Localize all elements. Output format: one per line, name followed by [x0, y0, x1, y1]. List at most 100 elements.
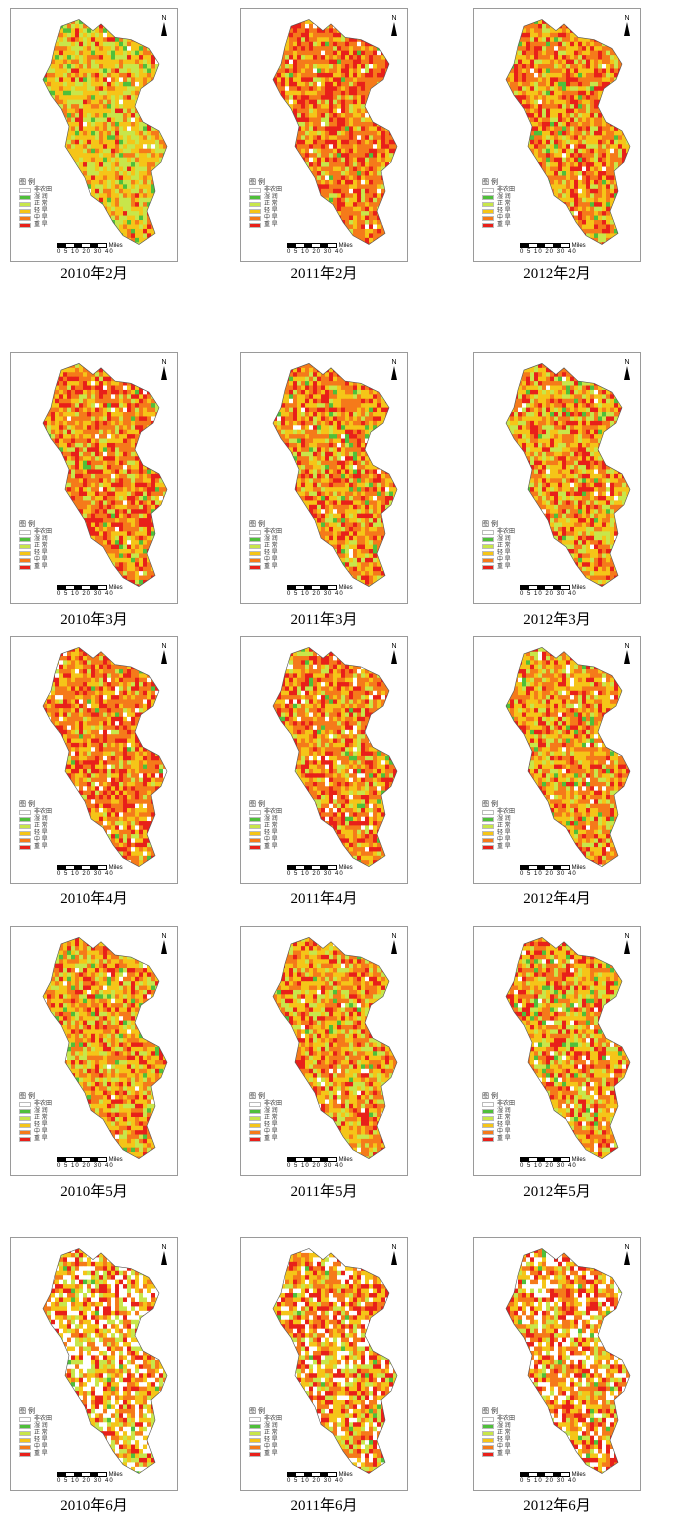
legend-label: 正 常	[34, 201, 48, 208]
legend-label: 轻 旱	[34, 1437, 48, 1444]
legend-label: 正 常	[264, 823, 278, 830]
legend-swatch	[482, 202, 494, 207]
legend-label: 湿 润	[34, 816, 48, 823]
legend-item: 轻 旱	[19, 550, 52, 557]
legend-item: 轻 旱	[249, 1437, 282, 1444]
legend-item: 湿 润	[249, 1423, 282, 1430]
map-frame: N 图 例非农田湿 润正 常轻 旱中 旱重 旱 Miles 0 5 10 20 30…	[10, 1237, 178, 1491]
drought-map	[272, 1248, 398, 1474]
scale-bar: Miles 0 5 10 20 30 40	[57, 585, 123, 597]
legend-label: 重 旱	[497, 1451, 511, 1458]
legend-swatch	[482, 1116, 494, 1121]
scale-ticks: 0 5 10 20 30 40	[520, 1163, 586, 1169]
map-frame: N 图 例非农田湿 润正 常轻 旱中 旱重 旱 Miles 0 5 10 20 30…	[473, 352, 641, 604]
map-caption: 2010年4月	[24, 887, 164, 908]
legend-item: 重 旱	[19, 222, 52, 229]
legend-swatch	[482, 223, 494, 228]
scale-unit: Miles	[570, 1472, 586, 1478]
legend-item: 轻 旱	[482, 1122, 515, 1129]
legend-swatch	[482, 544, 494, 549]
legend-item: 重 旱	[482, 222, 515, 229]
legend-title: 图 例	[482, 179, 515, 186]
map-legend: 图 例非农田湿 润正 常轻 旱中 旱重 旱	[482, 801, 515, 851]
legend-swatch	[482, 188, 494, 193]
legend-swatch	[249, 824, 261, 829]
map-frame: N 图 例非农田湿 润正 常轻 旱中 旱重 旱 Miles 0 5 10 20 30…	[473, 1237, 641, 1491]
legend-label: 非农田	[264, 529, 282, 536]
legend-label: 中 旱	[34, 1444, 48, 1451]
legend-item: 正 常	[249, 201, 282, 208]
legend-label: 重 旱	[34, 1451, 48, 1458]
legend-swatch	[19, 209, 31, 214]
scale-ticks: 0 5 10 20 30 40	[57, 871, 123, 877]
legend-label: 轻 旱	[264, 550, 278, 557]
legend-swatch	[249, 551, 261, 556]
drought-map	[42, 937, 168, 1159]
map-legend: 图 例非农田湿 润正 常轻 旱中 旱重 旱	[19, 521, 52, 571]
map-caption: 2012年2月	[487, 262, 627, 283]
north-arrow-icon: N	[620, 933, 634, 954]
legend-item: 轻 旱	[482, 208, 515, 215]
north-label: N	[161, 359, 166, 366]
legend-item: 正 常	[19, 543, 52, 550]
legend-label: 湿 润	[497, 194, 511, 201]
legend-swatch	[249, 202, 261, 207]
legend-label: 轻 旱	[264, 830, 278, 837]
scale-bar: Miles 0 5 10 20 30 40	[520, 585, 586, 597]
legend-label: 重 旱	[264, 564, 278, 571]
legend-item: 重 旱	[482, 1451, 515, 1458]
legend-swatch	[249, 838, 261, 843]
drought-map	[272, 363, 398, 587]
legend-swatch	[19, 1452, 31, 1457]
legend-label: 轻 旱	[497, 1437, 511, 1444]
legend-swatch	[482, 831, 494, 836]
legend-swatch	[19, 1445, 31, 1450]
legend-swatch	[482, 209, 494, 214]
legend-item: 非农田	[482, 809, 515, 816]
legend-item: 非农田	[249, 1101, 282, 1108]
legend-swatch	[482, 1130, 494, 1135]
map-caption: 2010年5月	[24, 1180, 164, 1201]
north-label: N	[161, 643, 166, 650]
drought-map	[42, 19, 168, 245]
legend-label: 湿 润	[264, 816, 278, 823]
map-legend: 图 例非农田湿 润正 常轻 旱中 旱重 旱	[482, 521, 515, 571]
scale-ticks: 0 5 10 20 30 40	[57, 1478, 123, 1484]
legend-swatch	[249, 537, 261, 542]
map-legend: 图 例非农田湿 润正 常轻 旱中 旱重 旱	[19, 1408, 52, 1458]
legend-item: 重 旱	[249, 1451, 282, 1458]
legend-label: 正 常	[264, 543, 278, 550]
legend-item: 重 旱	[19, 844, 52, 851]
legend-label: 正 常	[497, 1430, 511, 1437]
scale-unit: Miles	[107, 243, 123, 249]
legend-swatch	[249, 831, 261, 836]
legend-swatch	[249, 216, 261, 221]
legend-swatch	[249, 1438, 261, 1443]
north-arrow-icon: N	[387, 643, 401, 664]
scale-ticks: 0 5 10 20 30 40	[520, 871, 586, 877]
legend-title: 图 例	[482, 801, 515, 808]
legend-item: 非农田	[482, 1101, 515, 1108]
legend-swatch	[249, 817, 261, 822]
legend-label: 湿 润	[34, 1108, 48, 1115]
legend-item: 中 旱	[249, 837, 282, 844]
legend-item: 正 常	[19, 201, 52, 208]
legend-label: 中 旱	[264, 557, 278, 564]
legend-label: 非农田	[34, 809, 52, 816]
north-arrow-icon: N	[387, 359, 401, 380]
scale-bar: Miles 0 5 10 20 30 40	[287, 1157, 353, 1169]
legend-item: 非农田	[249, 529, 282, 536]
scale-unit: Miles	[570, 585, 586, 591]
legend-item: 正 常	[249, 543, 282, 550]
map-caption: 2012年6月	[487, 1494, 627, 1515]
map-caption: 2011年6月	[254, 1494, 394, 1515]
legend-swatch	[482, 530, 494, 535]
legend-label: 中 旱	[497, 215, 511, 222]
scale-unit: Miles	[107, 1157, 123, 1163]
scale-bar: Miles 0 5 10 20 30 40	[57, 243, 123, 255]
legend-item: 正 常	[482, 823, 515, 830]
legend-label: 湿 润	[497, 1108, 511, 1115]
drought-map	[272, 646, 398, 868]
legend-label: 非农田	[34, 187, 52, 194]
scale-unit: Miles	[570, 243, 586, 249]
